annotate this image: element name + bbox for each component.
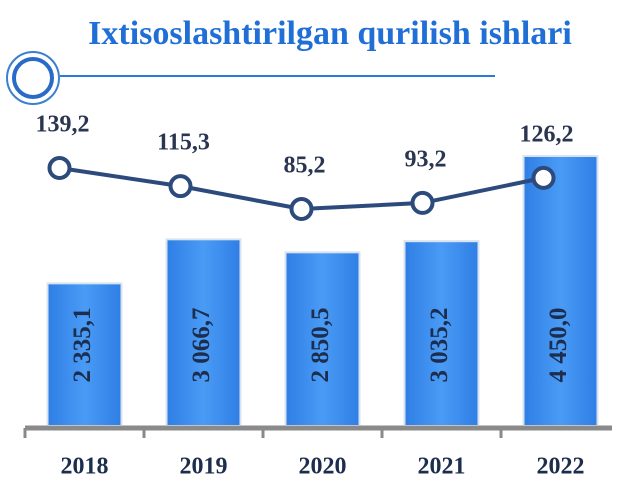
line-marker — [168, 174, 193, 199]
line-value-label: 85,2 — [284, 153, 326, 179]
title-decoration — [6, 51, 495, 105]
bar — [286, 253, 359, 425]
line-marker — [531, 165, 556, 190]
line-value-label: 93,2 — [405, 146, 447, 172]
x-tick-label: 2021 — [418, 454, 466, 480]
bar-value-label: 3 035,2 — [426, 308, 453, 383]
line-value-label: 139,2 — [36, 112, 90, 138]
x-tick-label: 2019 — [180, 454, 228, 480]
bar — [524, 157, 597, 425]
bar — [167, 240, 240, 425]
chart-title: Ixtisoslashtirilgan qurilish ishlari — [88, 15, 572, 52]
line-value-label: 115,3 — [157, 130, 210, 156]
line-marker — [410, 190, 435, 215]
bar-value-label: 3 066,7 — [188, 308, 215, 383]
x-tick-label: 2020 — [299, 454, 347, 480]
line-value-label: 126,2 — [520, 121, 574, 147]
bar-value-label: 2 850,5 — [307, 308, 334, 383]
line-marker — [47, 156, 72, 180]
bar-value-label: 4 450,0 — [545, 308, 572, 383]
bar — [48, 284, 121, 425]
x-tick-label: 2018 — [61, 454, 109, 480]
bar — [405, 242, 478, 425]
line-marker — [289, 197, 314, 221]
bar-value-label: 2 335,1 — [69, 308, 96, 383]
x-tick-label: 2022 — [537, 454, 585, 480]
